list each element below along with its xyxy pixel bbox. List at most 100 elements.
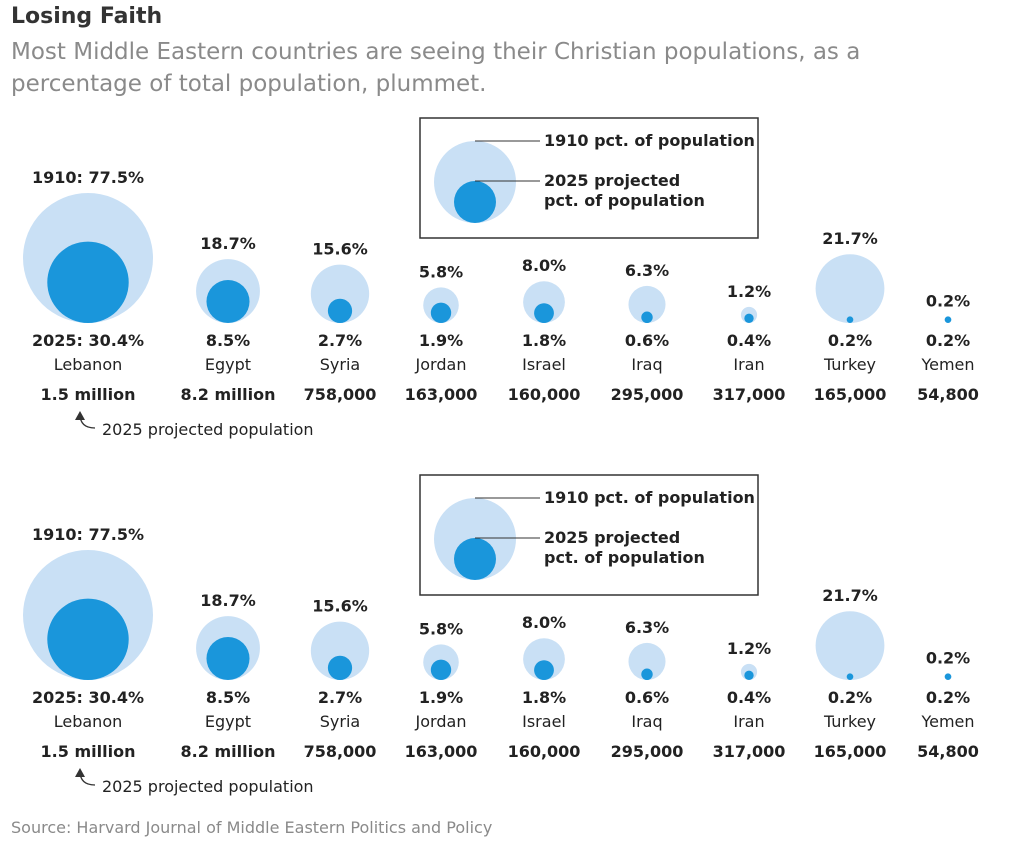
country-turkey: 21.7% 0.2% Turkey 165,000 [814, 229, 887, 404]
label-1910-egypt: 18.7% [200, 591, 256, 610]
population-iran: 317,000 [713, 385, 786, 404]
country-name-turkey: Turkey [823, 355, 876, 374]
label-2025-yemen: 0.2% [926, 331, 970, 350]
chart-title: Losing Faith [11, 4, 163, 29]
legend-label-2025-line2: pct. of population [544, 548, 705, 567]
bubble-1910-syria [310, 264, 370, 323]
country-name-syria: Syria [320, 355, 360, 374]
bubble-2025-yemen [944, 316, 952, 323]
bubble-1910-israel [523, 638, 565, 680]
label-1910-iraq: 6.3% [625, 261, 669, 280]
label-1910-israel: 8.0% [522, 613, 566, 632]
country-name-iran: Iran [733, 712, 764, 731]
bubble-2025-egypt [206, 279, 250, 323]
annotation-label: 2025 projected population [102, 420, 314, 439]
population-syria: 758,000 [304, 742, 377, 761]
label-2025-lebanon: 2025: 30.4% [32, 331, 144, 350]
bubble-chart-1910-vs-2025-top: 1910 pct. of population 2025 projectedpct… [23, 117, 979, 439]
chart-subtitle: Most Middle Eastern countries are seeing… [11, 39, 861, 97]
population-annotation: 2025 projected population [75, 768, 314, 796]
country-iran: 1.2% 0.4% Iran 317,000 [713, 639, 786, 761]
country-name-israel: Israel [522, 712, 566, 731]
bubble-2025-israel [534, 303, 554, 323]
bubble-1910-turkey [815, 611, 885, 680]
legend-label-2025-line1: 2025 projected [544, 171, 680, 190]
label-2025-egypt: 8.5% [206, 688, 250, 707]
legend: 1910 pct. of population 2025 projectedpct… [419, 474, 759, 596]
country-egypt: 18.7% 8.5% Egypt 8.2 million [181, 234, 276, 404]
population-egypt: 8.2 million [181, 742, 276, 761]
country-name-lebanon: Lebanon [54, 712, 123, 731]
country-yemen: 0.2% 0.2% Yemen 54,800 [917, 291, 979, 404]
bubble-2025-israel [534, 660, 554, 680]
label-2025-iran: 0.4% [727, 331, 771, 350]
label-1910-iraq: 6.3% [625, 618, 669, 637]
label-1910-israel: 8.0% [522, 256, 566, 275]
bubble-2025-yemen [944, 673, 952, 680]
country-name-egypt: Egypt [205, 355, 251, 374]
label-1910-egypt: 18.7% [200, 234, 256, 253]
label-1910-syria: 15.6% [312, 240, 368, 259]
bubble-2025-jordan [430, 302, 452, 323]
population-iran: 317,000 [713, 742, 786, 761]
legend-label-1910: 1910 pct. of population [544, 131, 755, 150]
bubble-1910-syria [310, 621, 370, 680]
label-2025-lebanon: 2025: 30.4% [32, 688, 144, 707]
population-turkey: 165,000 [814, 385, 887, 404]
country-iraq: 6.3% 0.6% Iraq 295,000 [611, 261, 684, 404]
bubble-2025-jordan [430, 659, 452, 680]
country-syria: 15.6% 2.7% Syria 758,000 [304, 240, 377, 404]
label-2025-jordan: 1.9% [419, 688, 463, 707]
bubble-2025-syria [327, 298, 353, 323]
annotation-label: 2025 projected population [102, 777, 314, 796]
country-lebanon: 1910: 77.5% 2025: 30.4% Lebanon 1.5 million [23, 525, 153, 761]
label-2025-yemen: 0.2% [926, 688, 970, 707]
population-yemen: 54,800 [917, 742, 979, 761]
label-2025-iraq: 0.6% [625, 688, 669, 707]
population-turkey: 165,000 [814, 742, 887, 761]
country-syria: 15.6% 2.7% Syria 758,000 [304, 597, 377, 761]
bubble-2025-syria [327, 655, 353, 680]
source-note: Source: Harvard Journal of Middle Easter… [11, 818, 493, 837]
country-jordan: 5.8% 1.9% Jordan 163,000 [405, 262, 478, 404]
population-egypt: 8.2 million [181, 385, 276, 404]
bubble-2025-lebanon [47, 241, 129, 323]
bubble-chart-1910-vs-2025-bottom: 1910 pct. of population 2025 projectedpct… [23, 474, 979, 796]
population-lebanon: 1.5 million [41, 385, 136, 404]
country-name-iran: Iran [733, 355, 764, 374]
country-name-turkey: Turkey [823, 712, 876, 731]
label-1910-syria: 15.6% [312, 597, 368, 616]
country-name-israel: Israel [522, 355, 566, 374]
legend-label-1910: 1910 pct. of population [544, 488, 755, 507]
country-name-syria: Syria [320, 712, 360, 731]
legend-swatch-2025 [454, 538, 496, 580]
annotation-arrowhead [75, 768, 85, 777]
label-1910-yemen: 0.2% [926, 648, 970, 667]
bubble-1910-turkey [815, 254, 885, 323]
population-syria: 758,000 [304, 385, 377, 404]
label-2025-jordan: 1.9% [419, 331, 463, 350]
legend-box [419, 117, 759, 239]
country-name-jordan: Jordan [415, 355, 467, 374]
population-yemen: 54,800 [917, 385, 979, 404]
label-2025-turkey: 0.2% [828, 331, 872, 350]
population-iraq: 295,000 [611, 385, 684, 404]
country-name-lebanon: Lebanon [54, 355, 123, 374]
label-1910-turkey: 21.7% [822, 586, 878, 605]
label-1910-iran: 1.2% [727, 282, 771, 301]
country-name-jordan: Jordan [415, 712, 467, 731]
label-1910-yemen: 0.2% [926, 291, 970, 310]
country-lebanon: 1910: 77.5% 2025: 30.4% Lebanon 1.5 million [23, 168, 153, 404]
label-2025-syria: 2.7% [318, 688, 362, 707]
annotation-arrowhead [75, 411, 85, 420]
country-name-iraq: Iraq [631, 355, 662, 374]
country-iran: 1.2% 0.4% Iran 317,000 [713, 282, 786, 404]
label-1910-iran: 1.2% [727, 639, 771, 658]
country-name-yemen: Yemen [920, 712, 974, 731]
legend: 1910 pct. of population 2025 projectedpct… [419, 117, 759, 239]
label-1910-jordan: 5.8% [419, 619, 463, 638]
population-israel: 160,000 [508, 742, 581, 761]
population-jordan: 163,000 [405, 742, 478, 761]
label-1910-lebanon: 1910: 77.5% [32, 525, 144, 544]
legend-box [419, 474, 759, 596]
